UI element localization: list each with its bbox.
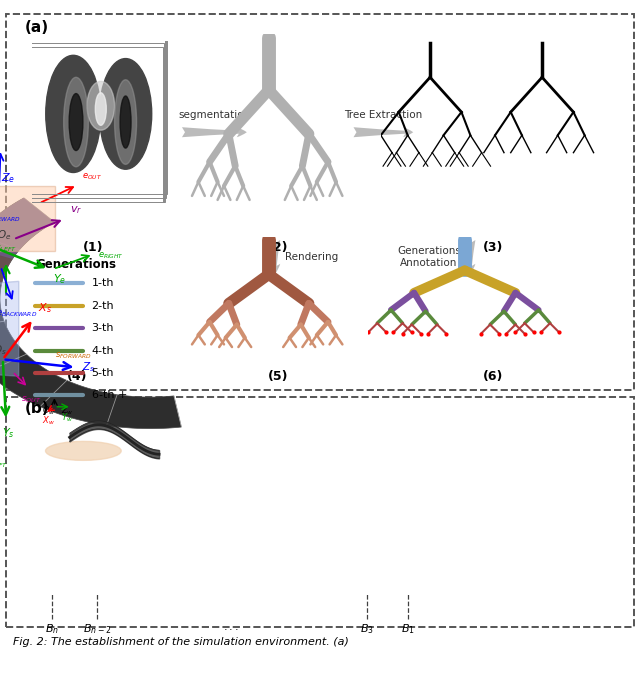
Polygon shape	[0, 198, 181, 428]
Text: $Z_s$: $Z_s$	[81, 361, 95, 374]
Text: Generations
Annotation: Generations Annotation	[397, 246, 461, 268]
Text: (6): (6)	[483, 370, 503, 382]
Text: $O_s$: $O_s$	[0, 344, 6, 357]
Text: (2): (2)	[268, 241, 289, 254]
FancyBboxPatch shape	[6, 14, 634, 390]
Text: $Z_w$: $Z_w$	[61, 405, 74, 417]
Text: $B_n$: $B_n$	[45, 622, 60, 636]
Text: $s_{FORWARD}$: $s_{FORWARD}$	[55, 351, 92, 361]
Ellipse shape	[120, 96, 131, 148]
Text: $B_1$: $B_1$	[401, 622, 415, 636]
Text: 6-th +: 6-th +	[92, 391, 127, 400]
Ellipse shape	[99, 58, 152, 170]
Text: $B_3$: $B_3$	[360, 622, 374, 636]
Ellipse shape	[95, 93, 106, 125]
Text: (4): (4)	[67, 370, 87, 382]
Text: Rendering: Rendering	[285, 252, 338, 262]
Text: $v_r$: $v_r$	[70, 205, 82, 216]
Text: $s_{OUT}$: $s_{OUT}$	[21, 395, 42, 405]
Text: $Z_e$: $Z_e$	[1, 172, 15, 185]
Polygon shape	[0, 186, 55, 251]
Text: 1-th: 1-th	[92, 279, 114, 288]
Text: Tree Extraction: Tree Extraction	[344, 110, 422, 120]
Text: Generations: Generations	[35, 258, 116, 271]
Text: $X_w$: $X_w$	[42, 415, 54, 427]
Ellipse shape	[45, 441, 121, 460]
Ellipse shape	[115, 80, 136, 164]
Text: segmentation: segmentation	[179, 110, 250, 120]
Ellipse shape	[87, 81, 115, 130]
Text: $...$: $...$	[223, 622, 238, 633]
Text: $B_{n-2}$: $B_{n-2}$	[83, 622, 111, 636]
Text: $Y_e$: $Y_e$	[53, 272, 67, 285]
Text: $O_w$: $O_w$	[42, 405, 55, 417]
Text: (1): (1)	[83, 241, 103, 254]
Text: $O_e$: $O_e$	[0, 228, 12, 242]
Ellipse shape	[69, 94, 83, 151]
Text: $e_{FORWARD}$: $e_{FORWARD}$	[0, 214, 20, 224]
Polygon shape	[0, 281, 19, 376]
Text: $e_{LEFT}$: $e_{LEFT}$	[0, 460, 8, 470]
Text: $X_s$: $X_s$	[38, 302, 52, 315]
FancyBboxPatch shape	[6, 397, 634, 627]
Text: 5-th: 5-th	[92, 368, 114, 378]
Ellipse shape	[63, 77, 88, 167]
Text: $e_{OUT}$: $e_{OUT}$	[83, 172, 102, 182]
Text: (3): (3)	[483, 241, 503, 254]
Text: $Y_s$: $Y_s$	[1, 426, 14, 439]
Text: (5): (5)	[268, 370, 289, 382]
Text: (b): (b)	[24, 401, 49, 416]
Text: $e_{RIGHT}$: $e_{RIGHT}$	[98, 250, 124, 261]
Ellipse shape	[46, 56, 101, 172]
Polygon shape	[0, 198, 54, 259]
Text: 4-th: 4-th	[92, 346, 114, 355]
Text: Fig. 2: The establishment of the simulation environment. (a): Fig. 2: The establishment of the simulat…	[13, 637, 349, 647]
Text: 2-th: 2-th	[92, 301, 114, 311]
Text: $s_{LEFT}$: $s_{LEFT}$	[0, 244, 17, 254]
Text: $e_{BACKWARD}$: $e_{BACKWARD}$	[0, 308, 37, 319]
Text: $Y_w$: $Y_w$	[61, 412, 73, 424]
Text: 3-th: 3-th	[92, 323, 114, 333]
Polygon shape	[0, 198, 54, 283]
Text: (a): (a)	[24, 20, 49, 35]
